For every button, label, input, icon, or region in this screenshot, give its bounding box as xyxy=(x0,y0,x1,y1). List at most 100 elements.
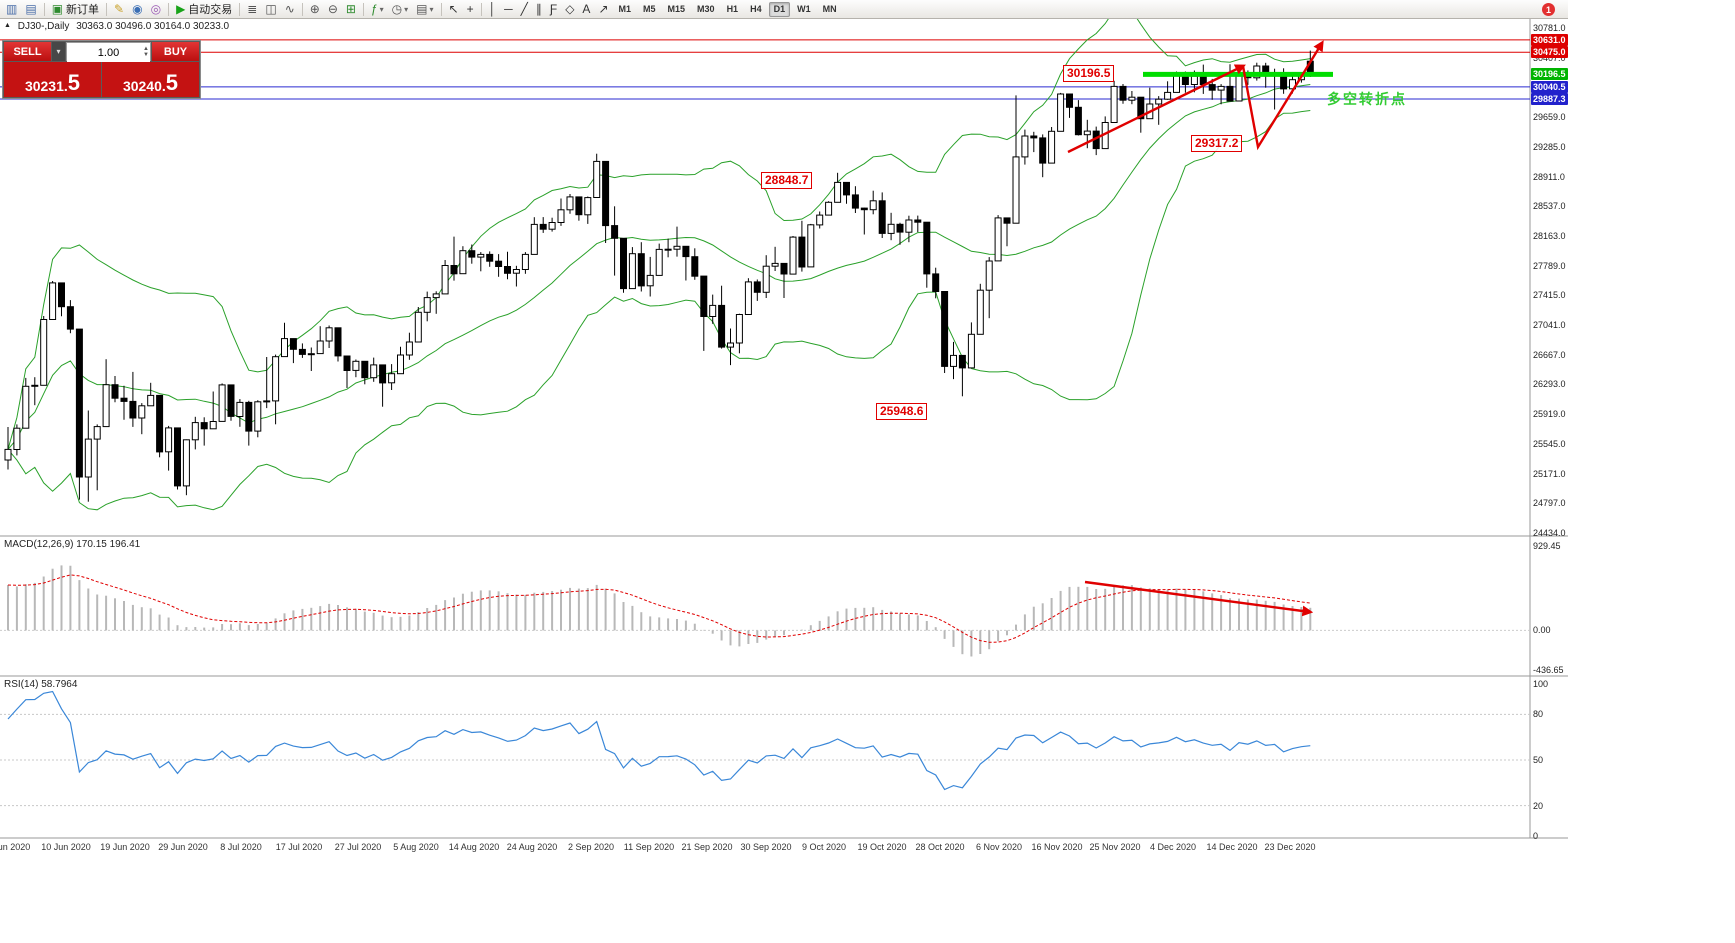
vertical-line-icon[interactable]: │ xyxy=(485,1,501,18)
autotrading-button[interactable]: ▶ 自动交易 xyxy=(172,1,236,18)
symbol-name: DJ30-,Daily xyxy=(17,21,70,32)
toolbar-separator xyxy=(168,2,170,16)
market-icon: ◉ xyxy=(132,2,143,16)
text-icon[interactable]: A xyxy=(578,1,594,18)
arrows-icon[interactable]: ↗ xyxy=(594,1,612,18)
chevron-down-icon[interactable]: ▾ xyxy=(429,4,434,14)
arrows-icon: ↗ xyxy=(598,2,609,16)
crosshair-icon: + xyxy=(466,2,474,16)
metaeditor-icon[interactable]: ✎ xyxy=(110,1,128,18)
toolbar-separator xyxy=(362,2,364,16)
bar-chart-icon: ≣ xyxy=(247,2,258,16)
volume-spinner[interactable]: ▲ ▼ xyxy=(143,43,149,60)
trend-arrow[interactable] xyxy=(1067,64,1246,154)
autotrading-icon: ▶ xyxy=(176,2,186,16)
buy-price-big-digit: 5 xyxy=(165,70,179,96)
templates-icon: ▤ xyxy=(416,2,428,16)
new-order-icon: ▣ xyxy=(51,2,64,16)
timeframe-toolbar: M1 M5 M15 M30 H1 H4 D1 W1 MN xyxy=(613,1,843,17)
sell-price-big-digit: 5 xyxy=(67,70,81,96)
new-order-button[interactable]: ▣ 新订单 xyxy=(48,1,103,18)
volume-input[interactable] xyxy=(67,44,150,62)
text-icon: A xyxy=(582,2,591,16)
chart-profiles-icon[interactable]: ▤ xyxy=(21,1,40,18)
sell-price[interactable]: 30231. 5 xyxy=(4,62,101,97)
zoom-out-icon: ⊖ xyxy=(327,2,338,16)
shapes-icon: ◇ xyxy=(565,2,575,16)
timeframe-h1[interactable]: H1 xyxy=(726,3,739,14)
periods-icon[interactable]: ◷ ▾ xyxy=(388,1,413,18)
buy-button[interactable]: BUY xyxy=(152,42,199,61)
tile-windows-icon[interactable]: ⊞ xyxy=(342,1,360,18)
market-icon[interactable]: ◉ xyxy=(128,1,146,18)
volume-field: ▲ ▼ xyxy=(66,42,151,62)
trendline-icon[interactable]: ╱ xyxy=(517,1,532,18)
candle-chart-icon: ◫ xyxy=(265,2,277,16)
symbol-ohlc: 30363.0 30496.0 30164.0 30233.0 xyxy=(76,21,230,32)
buy-price[interactable]: 30240. 5 xyxy=(102,62,199,97)
bar-chart-icon[interactable]: ≣ xyxy=(243,1,261,18)
buy-price-main: 30240. xyxy=(122,78,166,94)
turning-point-note[interactable]: 多空转折点 xyxy=(1327,91,1407,107)
indicators-icon: ƒ xyxy=(370,2,378,16)
spin-up-icon[interactable]: ▲ xyxy=(143,45,149,52)
candle-chart-icon[interactable]: ◫ xyxy=(261,1,280,18)
line-chart-icon[interactable]: ∿ xyxy=(281,1,299,18)
tile-windows-icon: ⊞ xyxy=(345,2,356,16)
main-chart-pane[interactable] xyxy=(0,9,1530,511)
rsi-label: RSI(14) 58.7964 xyxy=(4,679,78,690)
fibonacci-icon[interactable]: Ƒ xyxy=(546,1,561,18)
indicators-icon[interactable]: ƒ ▾ xyxy=(367,1,388,18)
rsi-pane[interactable] xyxy=(0,690,1530,807)
macd-label: MACD(12,26,9) 170.15 196.41 xyxy=(4,539,141,550)
new-order-button-label: 新订单 xyxy=(66,4,100,16)
zoom-in-icon[interactable]: ⊕ xyxy=(306,1,324,18)
toolbar-separator xyxy=(43,2,45,16)
toolbar-separator xyxy=(480,2,482,16)
toolbar-separator xyxy=(106,2,108,16)
timeframe-m1[interactable]: M1 xyxy=(618,3,632,14)
horizontal-line-icon[interactable]: ─ xyxy=(500,1,517,18)
alerts-icon[interactable]: ◎ xyxy=(147,1,165,18)
chart-ohlc-header: ▲ DJ30-,Daily 30363.0 30496.0 30164.0 30… xyxy=(4,21,233,32)
cursor-icon[interactable]: ↖ xyxy=(445,1,463,18)
timeframe-w1[interactable]: W1 xyxy=(797,3,811,14)
spin-down-icon[interactable]: ▼ xyxy=(143,51,149,58)
toolbar-buttons: ▥ ▤ ▣ 新订单 ✎ ◉ ◎ ▶ 自动交易 ≣ ◫ ∿ ⊕ ⊖ ⊞ ƒ ▾ ◷ ▾ ▤ ▾ ↖ + │ ─ ╱ ∥ Ƒ ◇ A ↗ xyxy=(2,1,613,18)
shapes-icon[interactable]: ◇ xyxy=(561,1,578,18)
alerts-icon: ◎ xyxy=(150,2,162,16)
channel-icon: ∥ xyxy=(535,2,542,16)
sell-button[interactable]: SELL xyxy=(4,42,51,61)
fibonacci-icon: Ƒ xyxy=(549,2,558,16)
trend-arrow[interactable] xyxy=(1241,40,1324,151)
line-chart-icon: ∿ xyxy=(284,2,295,16)
timeframe-m15[interactable]: M15 xyxy=(667,3,686,14)
timeframe-h4[interactable]: H4 xyxy=(750,3,762,14)
timeframe-d1[interactable]: D1 xyxy=(768,1,791,17)
timeframe-m30[interactable]: M30 xyxy=(697,3,715,14)
toolbar-separator xyxy=(440,2,442,16)
horizontal-line-icon: ─ xyxy=(504,2,513,16)
trendline-icon: ╱ xyxy=(520,2,528,16)
timeframe-mn[interactable]: MN xyxy=(822,3,837,14)
new-chart-icon[interactable]: ▥ xyxy=(2,1,21,18)
chevron-down-icon[interactable]: ▾ xyxy=(52,42,65,61)
macd-trend-arrow[interactable] xyxy=(1084,580,1314,617)
autotrading-button-label: 自动交易 xyxy=(188,4,233,16)
timeframe-m5[interactable]: M5 xyxy=(643,3,656,14)
macd-signal-line xyxy=(7,574,1311,643)
zoom-out-icon[interactable]: ⊖ xyxy=(324,1,342,18)
crosshair-icon[interactable]: + xyxy=(463,1,478,18)
bollinger-lower-band xyxy=(7,110,1311,511)
templates-icon[interactable]: ▤ ▾ xyxy=(412,1,437,18)
chevron-down-icon[interactable]: ▾ xyxy=(379,4,384,14)
zoom-in-icon: ⊕ xyxy=(309,2,320,16)
chevron-down-icon[interactable]: ▾ xyxy=(404,4,409,14)
notification-badge[interactable]: 1 xyxy=(1542,3,1555,16)
channel-icon[interactable]: ∥ xyxy=(532,1,546,18)
symbol-marker-icon: ▲ xyxy=(4,22,11,29)
macd-pane[interactable] xyxy=(0,565,1530,657)
toolbar-separator xyxy=(301,2,303,16)
metaeditor-icon: ✎ xyxy=(114,2,125,16)
